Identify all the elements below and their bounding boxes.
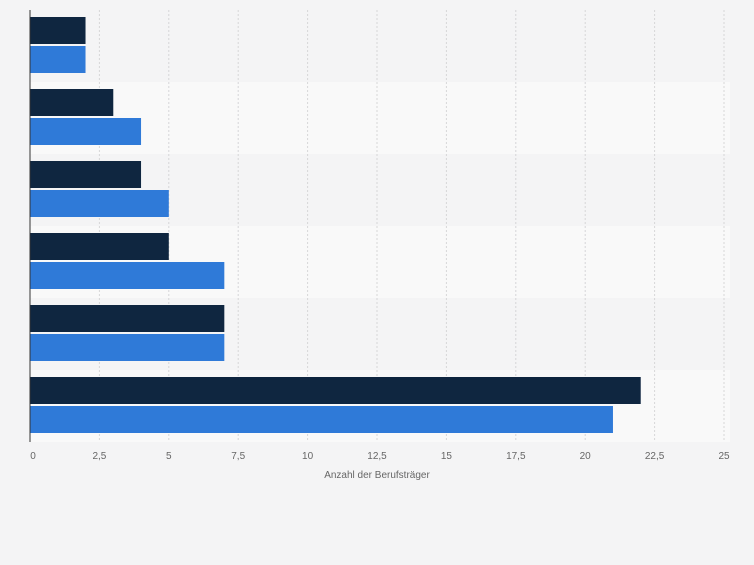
bar-series1 — [30, 233, 169, 260]
x-tick-label: 25 — [718, 451, 730, 462]
x-tick-label: 20 — [580, 451, 592, 462]
bar-series2 — [30, 46, 86, 73]
bars — [30, 17, 641, 433]
x-axis-label: Anzahl der Berufsträger — [324, 470, 430, 481]
x-tick-label: 7,5 — [231, 451, 245, 462]
x-tick-label: 5 — [166, 451, 172, 462]
bar-series2 — [30, 262, 225, 289]
x-tick-labels: 0 2,5 5 7,5 10 12,5 15 17,5 20 22,5 25 — [30, 451, 730, 462]
x-tick-label: 15 — [441, 451, 453, 462]
bar-series2 — [30, 118, 142, 145]
x-tick-label: 22,5 — [645, 451, 665, 462]
x-tick-label: 2,5 — [92, 451, 106, 462]
x-tick-label: 0 — [30, 451, 36, 462]
bar-series2 — [30, 190, 169, 217]
x-tick-label: 17,5 — [506, 451, 526, 462]
bar-series1 — [30, 89, 114, 116]
bar-series1 — [30, 305, 225, 332]
row-band — [30, 82, 730, 154]
bar-series1 — [30, 161, 142, 188]
x-tick-label: 12,5 — [367, 451, 387, 462]
x-tick-label: 10 — [302, 451, 314, 462]
row-band — [30, 10, 730, 82]
bar-series2 — [30, 406, 613, 433]
bar-series2 — [30, 334, 225, 361]
bar-series1 — [30, 377, 641, 404]
gridlines — [98, 10, 725, 442]
bar-series1 — [30, 17, 86, 44]
